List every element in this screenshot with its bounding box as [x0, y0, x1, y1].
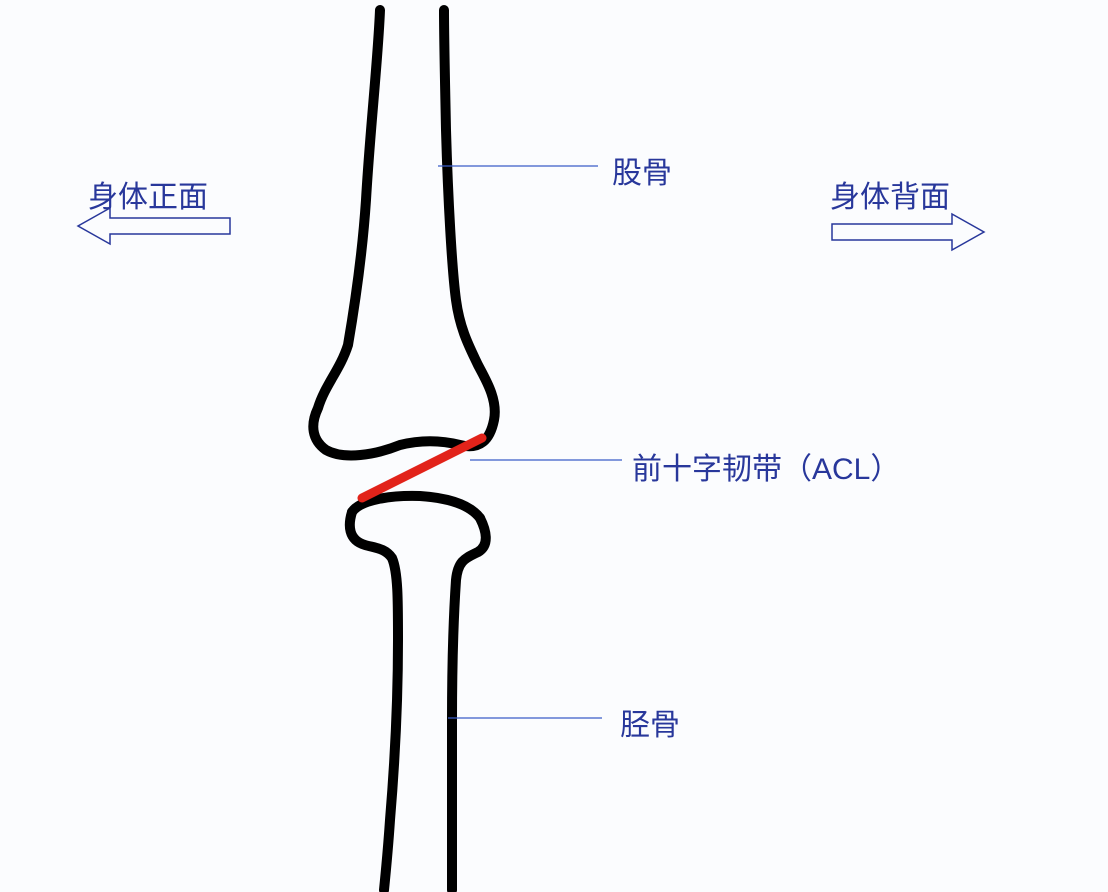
tibia-top-outline	[352, 496, 480, 518]
diagram-canvas	[0, 0, 1108, 892]
acl-label: 前十字韧带（ACL）	[632, 444, 900, 488]
back-body-arrow-icon	[832, 214, 984, 250]
tibia-label: 胫骨	[620, 700, 680, 744]
femur-label: 股骨	[612, 148, 672, 192]
back-body-label: 身体背面	[830, 172, 950, 216]
tibia-outline	[350, 512, 486, 890]
front-body-label: 身体正面	[88, 172, 208, 216]
femur-outline	[313, 10, 494, 455]
